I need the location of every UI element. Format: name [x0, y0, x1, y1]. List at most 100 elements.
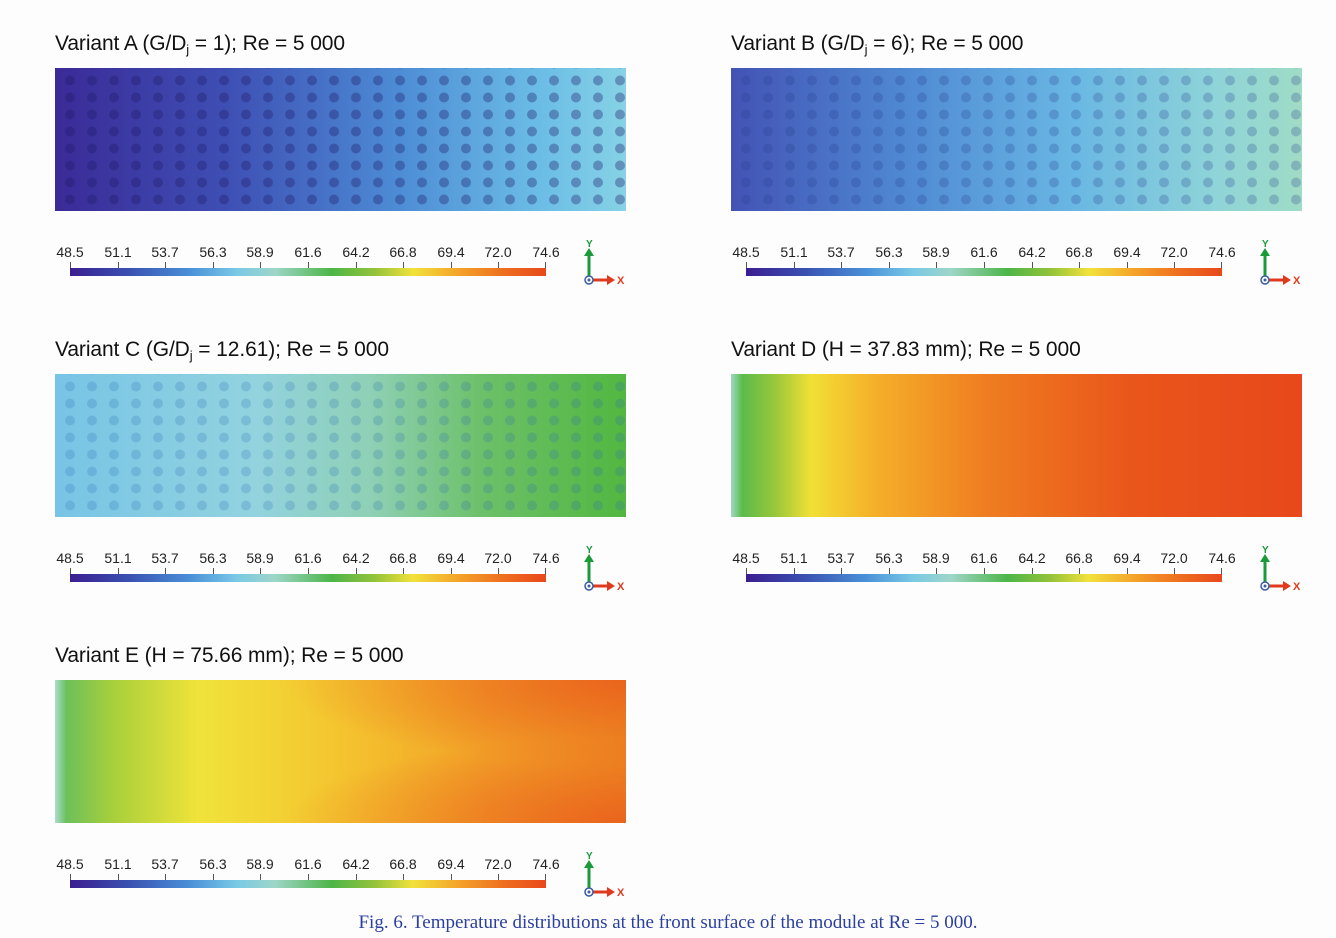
colorbar [70, 268, 546, 276]
axis-y-label: Y [1262, 239, 1269, 250]
figure: Variant A (G/Dj = 1); Re = 5 000 [16, 10, 1322, 899]
panel-variant-a: Variant A (G/Dj = 1); Re = 5 000 [55, 22, 635, 292]
colorbar-tick-label: 53.7 [151, 856, 179, 872]
colorbar-tick-label: 53.7 [151, 550, 179, 566]
colorbar-tick-label: 48.5 [732, 550, 760, 566]
colorbar-tick-label: 74.6 [1208, 550, 1236, 566]
colorbar-tick-label: 53.7 [827, 550, 855, 566]
colorbar-tick-label: 66.8 [1065, 244, 1093, 260]
colorbar-tick-label: 61.6 [970, 550, 998, 566]
colorbar-tick-label: 69.4 [437, 244, 465, 260]
axis-y-label: Y [586, 239, 593, 250]
axis-x-label: X [1293, 581, 1301, 593]
colorbar-tick-label: 69.4 [437, 550, 465, 566]
colorbar [70, 574, 546, 582]
colorbar-ticks [70, 262, 546, 268]
colorbar-ticks [746, 262, 1222, 268]
axis-triad-icon: Y X [580, 848, 630, 904]
colorbar-tick-label: 66.8 [389, 856, 417, 872]
colorbar-tick-labels: 48.5 51.1 53.7 56.3 58.9 61.6 64.2 66.8 … [731, 244, 1251, 260]
colorbar-tick-label: 53.7 [151, 244, 179, 260]
colorbar-tick-label: 58.9 [922, 244, 950, 260]
colorbar [746, 574, 1222, 582]
panel-title: Variant D (H = 37.83 mm); Re = 5 000 [731, 338, 1081, 361]
colorbar-tick-label: 51.1 [780, 244, 808, 260]
colorbar-tick-label: 48.5 [732, 244, 760, 260]
axis-x-label: X [617, 275, 625, 287]
colorbar-tick-label: 51.1 [104, 244, 132, 260]
temperature-map [55, 680, 626, 823]
colorbar-tick-label: 64.2 [342, 244, 370, 260]
colorbar-tick-labels: 48.5 51.1 53.7 56.3 58.9 61.6 64.2 66.8 … [55, 244, 575, 260]
colorbar-tick-label: 61.6 [294, 244, 322, 260]
colorbar-ticks [70, 568, 546, 574]
colorbar [70, 880, 546, 888]
figure-caption: Fig. 6. Temperature distributions at the… [358, 912, 978, 933]
panel-title: Variant A (G/Dj = 1); Re = 5 000 [55, 32, 345, 57]
axis-triad-icon: Y X [1256, 236, 1306, 292]
colorbar-tick-label: 51.1 [104, 550, 132, 566]
colorbar-tick-label: 64.2 [1018, 244, 1046, 260]
colorbar-tick-label: 72.0 [1160, 244, 1188, 260]
axis-y-label: Y [586, 851, 593, 862]
colorbar-tick-label: 72.0 [484, 244, 512, 260]
axis-y-label: Y [1262, 545, 1269, 556]
colorbar-tick-label: 56.3 [875, 550, 903, 566]
colorbar-tick-label: 72.0 [484, 856, 512, 872]
colorbar-tick-labels: 48.5 51.1 53.7 56.3 58.9 61.6 64.2 66.8 … [731, 550, 1251, 566]
colorbar-tick-label: 64.2 [1018, 550, 1046, 566]
colorbar-tick-label: 61.6 [294, 856, 322, 872]
axis-x-label: X [617, 887, 625, 899]
panel-title: Variant B (G/Dj = 6); Re = 5 000 [731, 32, 1024, 57]
colorbar-tick-label: 66.8 [389, 550, 417, 566]
colorbar-tick-label: 66.8 [1065, 550, 1093, 566]
colorbar-tick-label: 69.4 [1113, 244, 1141, 260]
colorbar-tick-label: 74.6 [532, 856, 560, 872]
colorbar-tick-label: 51.1 [104, 856, 132, 872]
colorbar-tick-label: 72.0 [484, 550, 512, 566]
panel-variant-d: Variant D (H = 37.83 mm); Re = 5 000 48.… [731, 328, 1311, 598]
colorbar-tick-label: 48.5 [56, 856, 84, 872]
colorbar-tick-label: 74.6 [1208, 244, 1236, 260]
colorbar-tick-label: 56.3 [875, 244, 903, 260]
panel-title: Variant C (G/Dj = 12.61); Re = 5 000 [55, 338, 389, 363]
colorbar-tick-label: 58.9 [246, 856, 274, 872]
colorbar-tick-label: 64.2 [342, 550, 370, 566]
axis-y-label: Y [586, 545, 593, 556]
colorbar-tick-label: 69.4 [1113, 550, 1141, 566]
colorbar-tick-label: 56.3 [199, 856, 227, 872]
temperature-map [55, 68, 626, 211]
colorbar-tick-label: 64.2 [342, 856, 370, 872]
color-scale: 48.5 51.1 53.7 56.3 58.9 61.6 64.2 66.8 … [55, 848, 635, 904]
axis-triad-icon: Y X [1256, 542, 1306, 598]
color-scale: 48.5 51.1 53.7 56.3 58.9 61.6 64.2 66.8 … [55, 236, 635, 292]
panel-variant-c: Variant C (G/Dj = 12.61); Re = 5 000 [55, 328, 635, 598]
axis-triad-icon: Y X [580, 236, 630, 292]
color-scale: 48.5 51.1 53.7 56.3 58.9 61.6 64.2 66.8 … [731, 236, 1311, 292]
colorbar-ticks [70, 874, 546, 880]
colorbar-tick-label: 74.6 [532, 244, 560, 260]
temperature-map [731, 374, 1302, 517]
colorbar-tick-label: 74.6 [532, 550, 560, 566]
panel-variant-b: Variant B (G/Dj = 6); Re = 5 000 [731, 22, 1311, 292]
panel-variant-e: Variant E (H = 75.66 mm); Re = 5 000 [55, 634, 635, 904]
axis-triad-icon: Y X [580, 542, 630, 598]
axis-x-label: X [617, 581, 625, 593]
colorbar [746, 268, 1222, 276]
colorbar-tick-label: 72.0 [1160, 550, 1188, 566]
color-scale: 48.5 51.1 53.7 56.3 58.9 61.6 64.2 66.8 … [731, 542, 1311, 598]
colorbar-tick-label: 61.6 [294, 550, 322, 566]
temperature-map [55, 374, 626, 517]
colorbar-tick-label: 58.9 [246, 244, 274, 260]
colorbar-tick-labels: 48.5 51.1 53.7 56.3 58.9 61.6 64.2 66.8 … [55, 856, 575, 872]
colorbar-ticks [746, 568, 1222, 574]
temperature-map [731, 68, 1302, 211]
colorbar-tick-label: 56.3 [199, 550, 227, 566]
color-scale: 48.5 51.1 53.7 56.3 58.9 61.6 64.2 66.8 … [55, 542, 635, 598]
colorbar-tick-label: 58.9 [922, 550, 950, 566]
colorbar-tick-labels: 48.5 51.1 53.7 56.3 58.9 61.6 64.2 66.8 … [55, 550, 575, 566]
panel-title: Variant E (H = 75.66 mm); Re = 5 000 [55, 644, 404, 667]
colorbar-tick-label: 48.5 [56, 244, 84, 260]
colorbar-tick-label: 66.8 [389, 244, 417, 260]
colorbar-tick-label: 58.9 [246, 550, 274, 566]
